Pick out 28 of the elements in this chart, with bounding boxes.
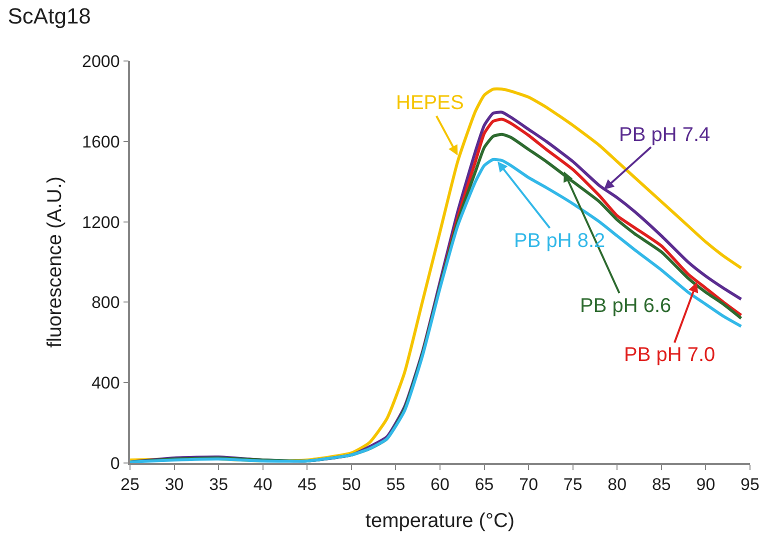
x-tick-label: 30 — [164, 475, 184, 494]
y-axis-title: fluorescence (A.U.) — [44, 176, 66, 348]
x-tick-label: 25 — [120, 475, 140, 494]
y-tick-label: 800 — [91, 293, 120, 312]
x-tick-label: 50 — [342, 475, 361, 494]
x-tick-label: 35 — [209, 475, 228, 494]
x-tick-label: 85 — [652, 475, 671, 494]
x-tick-label: 90 — [696, 475, 716, 494]
y-tick-label: 0 — [110, 454, 120, 473]
x-tick-label: 75 — [563, 475, 582, 494]
annotation: PB pH 7.4 — [619, 124, 710, 146]
x-tick-label: 55 — [386, 475, 406, 494]
annotation: PB pH 6.6 — [580, 295, 672, 317]
annotation: HEPES — [396, 92, 464, 114]
y-tick-label: 2000 — [82, 52, 120, 71]
chart-title: ScAtg18 — [8, 4, 91, 29]
x-tick-label: 70 — [519, 475, 538, 494]
x-axis-title: temperature (°C) — [365, 510, 515, 532]
y-tick-label: 1200 — [82, 212, 120, 232]
annotation: PB pH 7.0 — [624, 344, 716, 366]
x-tick-label: 65 — [474, 475, 494, 494]
x-tick-label: 45 — [298, 475, 317, 494]
x-tick-label: 80 — [608, 475, 627, 494]
x-tick-label: 60 — [430, 475, 450, 494]
x-tick-label: 95 — [740, 475, 760, 494]
y-tick-label: 400 — [91, 374, 120, 393]
x-tick-label: 40 — [253, 475, 272, 494]
y-tick-label: 1600 — [82, 132, 120, 152]
